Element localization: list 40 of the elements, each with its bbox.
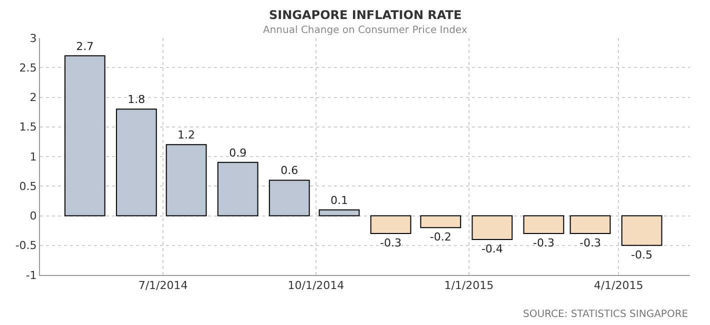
bar [420,215,462,228]
bar [116,108,157,216]
data-label: 0.1 [330,194,348,207]
y-tick-label: 2 [30,91,37,104]
bar [64,55,106,216]
data-label: -0.2 [430,230,452,244]
y-tick-label: 0.5 [19,180,37,193]
data-label: -0.3 [532,236,554,250]
data-label: -0.3 [580,236,601,250]
bar [318,209,360,216]
bar [268,180,310,216]
y-tick-label: -0.5 [15,239,37,252]
y-tick-label: 1.5 [19,120,37,134]
x-tick-label: 7/1/2014 [138,279,188,292]
y-tick-label: -1 [26,268,37,282]
chart-subtitle: Annual Change on Consumer Price Index [263,25,468,36]
y-tick-label: 1 [30,150,37,164]
bar [217,162,258,216]
bar [570,215,611,234]
data-label: 0.9 [229,146,247,160]
data-label: 1.8 [128,93,146,106]
data-label: 1.2 [178,128,196,142]
bar [523,215,564,234]
x-tick-label: 1/1/2015 [444,279,494,292]
data-label: 2.7 [76,40,94,53]
y-tick-label: 2.5 [19,61,37,74]
data-label: -0.3 [380,236,402,250]
y-tick-label: 0 [30,210,37,223]
bar [166,144,207,216]
data-label: 0.6 [280,164,298,178]
bar [370,215,412,234]
bar [621,215,662,246]
data-label: -0.4 [481,242,503,256]
x-tick-label: 4/1/2015 [594,279,644,292]
chart-title: SINGAPORE INFLATION RATE [269,8,462,22]
bar [472,215,513,240]
source-note: SOURCE: STATISTICS SINGAPORE [523,309,688,320]
y-tick-label: 3 [30,32,37,45]
data-label: -0.5 [631,248,653,262]
x-tick-label: 10/1/2014 [288,279,344,292]
